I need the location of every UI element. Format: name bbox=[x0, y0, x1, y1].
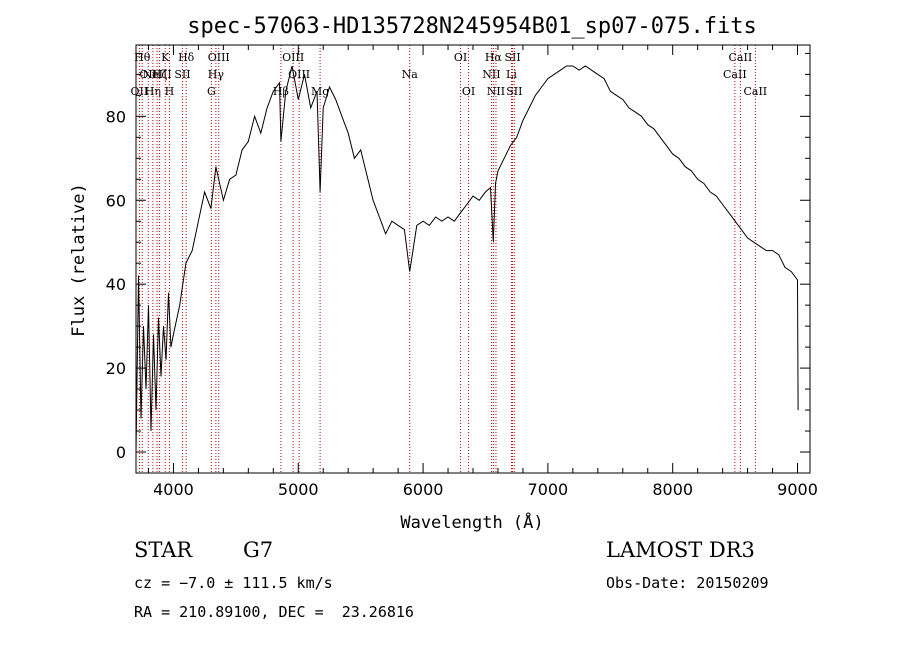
line-label-6300: OI bbox=[454, 51, 467, 64]
line-label-6717: SII bbox=[504, 51, 520, 64]
x-tick-label-4000: 4000 bbox=[153, 480, 194, 499]
line-label-3869: NeIII bbox=[143, 68, 172, 81]
line-label-4363: OIII bbox=[208, 51, 230, 64]
y-tick-label-0: 0 bbox=[116, 443, 126, 462]
line-label-3798: OII bbox=[139, 68, 157, 81]
y-tick-label-20: 20 bbox=[106, 359, 126, 378]
y-tick-label-60: 60 bbox=[106, 191, 126, 210]
obs-date-label: Obs-Date: 20150209 bbox=[606, 574, 769, 592]
line-label-3889: Hζ bbox=[152, 68, 168, 81]
survey-label: LAMOST DR3 bbox=[606, 538, 755, 562]
plot-frame bbox=[135, 44, 811, 474]
object-subclass: G7 bbox=[243, 538, 274, 562]
spectrum-line bbox=[135, 65, 799, 453]
x-tick-label-9000: 9000 bbox=[777, 480, 818, 499]
x-tick-label-6000: 6000 bbox=[403, 480, 444, 499]
line-label-3968: H bbox=[165, 85, 175, 98]
axis-ticks: 4000 5000 6000 7000 8000 9000 0 20 40 60 80 bbox=[106, 45, 818, 499]
line-label-3934: K bbox=[161, 51, 170, 64]
line-label-6731: SII bbox=[506, 85, 522, 98]
chart-title: spec-57063-HD135728N245954B01_sp07-075.f… bbox=[187, 14, 757, 39]
y-axis-label: Flux (relative) bbox=[69, 183, 89, 337]
object-class: STAR bbox=[134, 538, 193, 562]
line-label-8542: CaII bbox=[729, 51, 753, 64]
line-label-6548: NII bbox=[482, 68, 500, 81]
line-label-4304: G bbox=[207, 85, 216, 98]
x-tick-label-8000: 8000 bbox=[652, 480, 693, 499]
line-label-8498: CaII bbox=[723, 68, 747, 81]
radec-label: RA = 210.89100, DEC = 23.26816 bbox=[134, 603, 414, 621]
line-label-6584: NII bbox=[487, 85, 505, 98]
line-label-4072: SII bbox=[174, 68, 190, 81]
line-label-4959: OIII bbox=[282, 51, 304, 64]
redshift-label: cz = −7.0 ± 111.5 km/s bbox=[134, 574, 333, 592]
x-axis-label: Wavelength (Å) bbox=[400, 511, 543, 533]
y-tick-label-80: 80 bbox=[106, 107, 126, 126]
spectral-line-markers: OIIHθOIIHηNeIIIHζKHSIIHδGHγOIIIHβOIIIOII… bbox=[131, 45, 767, 473]
x-tick-label-5000: 5000 bbox=[278, 480, 319, 499]
line-label-6364: OI bbox=[462, 85, 475, 98]
line-label-4102: Hδ bbox=[178, 51, 195, 64]
line-label-4861: Hβ bbox=[273, 85, 289, 98]
line-label-4340: Hγ bbox=[208, 68, 225, 81]
line-label-6708: Li bbox=[506, 68, 517, 81]
line-label-5893: Na bbox=[402, 68, 419, 81]
y-tick-label-40: 40 bbox=[106, 275, 126, 294]
x-tick-label-7000: 7000 bbox=[528, 480, 569, 499]
line-label-3750: Hθ bbox=[134, 51, 151, 64]
line-label-6563: Hα bbox=[485, 51, 503, 64]
line-label-8662: CaII bbox=[743, 85, 767, 98]
line-label-3835: Hη bbox=[145, 85, 161, 98]
line-label-3727: OII bbox=[131, 85, 149, 98]
